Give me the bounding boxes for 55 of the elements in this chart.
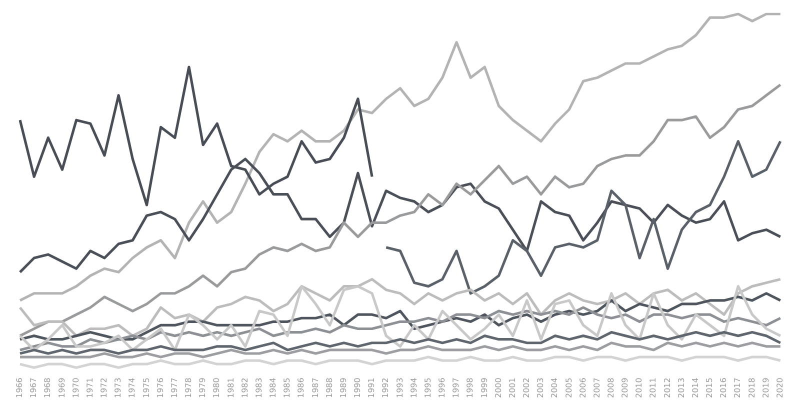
- x-tick-label: 1981: [226, 378, 236, 398]
- x-tick-label: 1995: [423, 378, 432, 398]
- x-tick-label: 2001: [508, 378, 517, 398]
- x-tick-label: 1966: [15, 378, 24, 398]
- x-tick-label: 2020: [775, 378, 784, 398]
- x-tick-label: 1968: [43, 378, 52, 398]
- x-tick-label: 1978: [184, 378, 194, 398]
- x-tick-label: 2006: [578, 378, 588, 398]
- x-tick-label: 2004: [550, 378, 560, 398]
- x-tick-label: 2014: [690, 378, 700, 398]
- x-tick-label: 2013: [676, 378, 686, 398]
- x-tick-label: 1976: [156, 378, 165, 398]
- x-tick-label: 2000: [494, 378, 503, 398]
- x-tick-label: 2015: [705, 378, 714, 398]
- x-tick-label: 2010: [634, 378, 644, 398]
- x-tick-label: 2008: [606, 378, 616, 398]
- x-tick-label: 1979: [198, 378, 208, 398]
- x-tick-label: 2002: [522, 378, 532, 398]
- x-tick-label: 1999: [480, 378, 489, 398]
- x-tick-label: 2016: [719, 378, 728, 398]
- x-tick-label: 2011: [648, 378, 658, 398]
- x-tick-label: 1988: [324, 378, 334, 398]
- x-tick-label: 1991: [367, 378, 376, 398]
- x-tick-label: 1987: [310, 378, 320, 398]
- x-tick-label: 2007: [592, 378, 602, 398]
- x-tick-label: 1984: [268, 378, 278, 398]
- x-tick-label: 1989: [338, 378, 348, 398]
- x-tick-label: 1972: [100, 378, 109, 398]
- x-tick-label: 1980: [212, 378, 222, 398]
- x-tick-label: 2005: [564, 378, 574, 398]
- x-tick-label: 1970: [71, 378, 80, 398]
- x-tick-label: 1997: [452, 378, 461, 398]
- x-tick-label: 1971: [85, 378, 94, 398]
- x-tick-label: 2009: [620, 378, 630, 398]
- x-tick-label: 1990: [353, 378, 362, 398]
- x-tick-label: 1992: [381, 378, 390, 398]
- x-tick-label: 1996: [438, 378, 447, 398]
- x-tick-label: 2017: [733, 378, 742, 398]
- x-tick-label: 1973: [114, 378, 123, 398]
- x-tick-label: 1977: [170, 378, 179, 398]
- x-tick-label: 1982: [240, 378, 250, 398]
- x-tick-label: 1969: [57, 378, 66, 398]
- x-tick-label: 1994: [409, 378, 418, 398]
- x-tick-label: 1975: [142, 378, 151, 398]
- x-tick-label: 1985: [282, 378, 292, 398]
- x-tick-label: 2018: [747, 378, 756, 398]
- x-tick-label: 1993: [395, 378, 404, 398]
- x-tick-label: 1986: [296, 378, 306, 398]
- x-tick-label: 2012: [662, 378, 672, 398]
- x-tick-label: 1998: [466, 378, 475, 398]
- x-tick-label: 2019: [761, 378, 770, 398]
- x-tick-label: 1983: [254, 378, 264, 398]
- x-tick-label: 2003: [536, 378, 546, 398]
- x-tick-label: 1967: [29, 378, 38, 398]
- x-tick-label: 1974: [128, 378, 137, 398]
